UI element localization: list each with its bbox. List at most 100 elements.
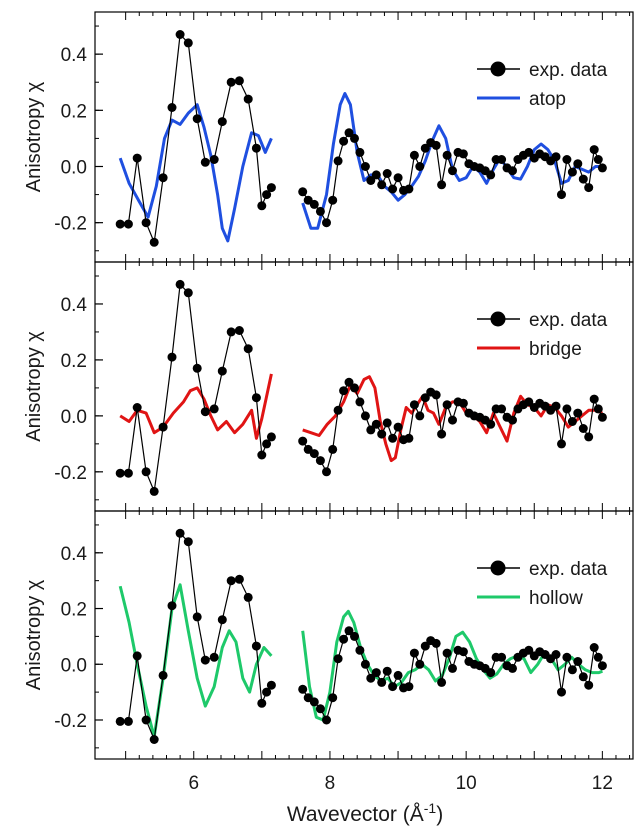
exp-data-point bbox=[115, 716, 125, 726]
exp-data-point bbox=[315, 704, 325, 714]
exp-data-point bbox=[497, 155, 507, 164]
exp-data-point bbox=[551, 650, 561, 659]
exp-data-line-hollow bbox=[120, 531, 272, 742]
exp-data-point bbox=[486, 419, 496, 429]
exp-data-point bbox=[404, 682, 414, 692]
exp-data-point bbox=[149, 237, 159, 247]
legend-label-hollow: hollow bbox=[529, 588, 583, 609]
exp-data-point bbox=[123, 716, 133, 726]
exp-data-point bbox=[437, 429, 447, 439]
exp-data-point bbox=[266, 183, 276, 193]
exp-data-point bbox=[578, 672, 588, 682]
exp-data-line-atop bbox=[302, 131, 603, 225]
exp-data-point bbox=[217, 117, 227, 127]
exp-data-point bbox=[257, 450, 267, 460]
y-tick-label-bridge: 0.0 bbox=[61, 407, 87, 428]
exp-data-point bbox=[132, 403, 142, 412]
panel-frame-bridge bbox=[94, 261, 634, 512]
exp-data-point bbox=[309, 199, 319, 209]
exp-data-point bbox=[371, 668, 381, 678]
y-axis-label-atop: Anisotropy χ bbox=[23, 81, 45, 192]
exp-data-point bbox=[584, 183, 594, 193]
exp-data-point bbox=[141, 715, 151, 725]
exp-data-point bbox=[141, 467, 151, 477]
exp-data-point bbox=[328, 195, 338, 205]
y-tick-label-hollow: 0.2 bbox=[61, 600, 87, 621]
exp-data-point bbox=[309, 697, 319, 707]
exp-data-point bbox=[183, 38, 193, 48]
exp-data-point bbox=[167, 352, 177, 362]
exp-data-point bbox=[344, 128, 354, 138]
exp-data-point bbox=[344, 626, 354, 636]
exp-data-point bbox=[562, 155, 572, 164]
exp-data-point bbox=[388, 433, 398, 443]
exp-data-point bbox=[200, 157, 210, 167]
legend-label-bridge: bridge bbox=[529, 339, 582, 360]
exp-data-point bbox=[200, 407, 210, 417]
legend-exp-swatch-marker bbox=[490, 311, 506, 327]
exp-data-point bbox=[141, 218, 151, 228]
exp-data-point bbox=[123, 468, 133, 478]
exp-data-point bbox=[251, 393, 261, 403]
exp-data-point bbox=[115, 219, 125, 229]
series-line-hollow bbox=[301, 609, 603, 722]
exp-data-point bbox=[420, 143, 430, 153]
x-tick-label: 6 bbox=[188, 773, 199, 794]
exp-data-point bbox=[486, 668, 496, 678]
exp-data-point bbox=[175, 279, 185, 289]
exp-data-point bbox=[486, 170, 496, 180]
exp-data-point bbox=[578, 174, 588, 184]
exp-data-point bbox=[315, 456, 325, 466]
exp-data-point bbox=[593, 652, 603, 662]
exp-data-point bbox=[415, 411, 425, 421]
exp-data-point bbox=[158, 422, 168, 432]
exp-data-point bbox=[243, 344, 253, 354]
y-tick-label-bridge: 0.2 bbox=[61, 351, 87, 372]
exp-data-point bbox=[266, 432, 276, 442]
exp-data-point bbox=[371, 419, 381, 429]
data-series bbox=[115, 30, 607, 744]
exp-data-point bbox=[328, 444, 338, 454]
exp-data-point bbox=[573, 408, 583, 418]
exp-data-point bbox=[167, 601, 177, 611]
y-tick-label-atop: 0.4 bbox=[61, 45, 88, 66]
exp-data-point bbox=[298, 684, 308, 694]
exp-data-point bbox=[437, 180, 447, 190]
exp-data-point bbox=[217, 615, 227, 625]
exp-data-point bbox=[366, 425, 376, 435]
exp-data-point bbox=[557, 687, 566, 697]
exp-data-point bbox=[209, 652, 219, 662]
exp-data-point bbox=[448, 166, 457, 176]
exp-data-point bbox=[442, 400, 452, 410]
exp-data-point bbox=[298, 187, 308, 197]
exp-data-point bbox=[149, 486, 159, 496]
legend-exp-label: exp. data bbox=[529, 310, 608, 331]
exp-data-point bbox=[251, 641, 261, 651]
y-tick-label-hollow: 0.4 bbox=[61, 544, 88, 565]
exp-data-point bbox=[322, 715, 331, 725]
exp-data-point bbox=[115, 468, 125, 478]
exp-data-point bbox=[226, 77, 236, 87]
exp-data-point bbox=[404, 184, 414, 194]
series-line-atop bbox=[118, 103, 273, 243]
x-axis-label-text: Wavevector (Å bbox=[287, 803, 424, 826]
exp-data-point bbox=[415, 162, 425, 171]
exp-data-point bbox=[175, 30, 185, 39]
exp-data-point bbox=[597, 163, 607, 173]
exp-data-point bbox=[315, 206, 325, 216]
exp-data-point bbox=[524, 397, 534, 407]
exp-data-point bbox=[420, 393, 430, 403]
exp-data-point bbox=[562, 404, 572, 414]
exp-data-point bbox=[393, 173, 403, 183]
exp-data-point bbox=[442, 648, 452, 658]
exp-data-point bbox=[584, 432, 594, 442]
series-line-bridge bbox=[119, 373, 273, 440]
exp-data-point bbox=[350, 383, 359, 393]
exp-data-point bbox=[557, 439, 566, 449]
exp-data-point bbox=[409, 648, 419, 658]
exp-data-point bbox=[448, 415, 457, 425]
exp-data-point bbox=[458, 647, 468, 657]
exp-data-point bbox=[508, 415, 517, 425]
exp-data-point bbox=[431, 390, 441, 400]
